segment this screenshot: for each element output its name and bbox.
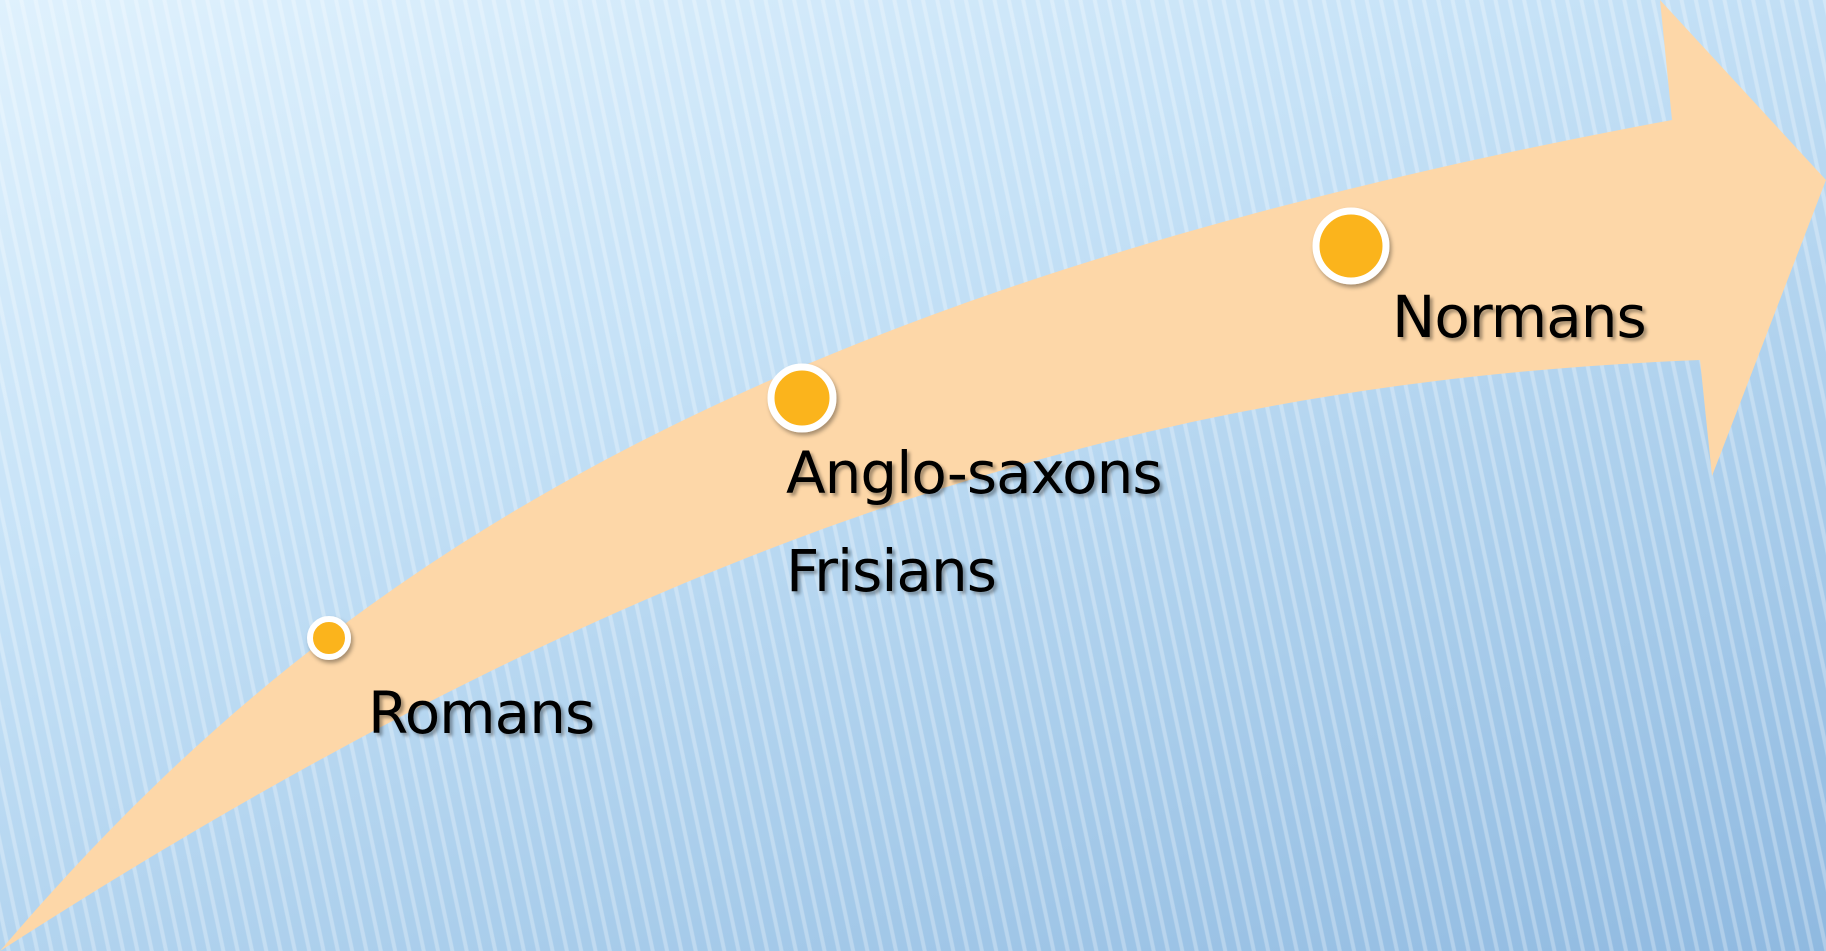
timeline-dot-romans <box>307 616 351 660</box>
label-anglo-saxons: Anglo-saxons <box>786 439 1163 507</box>
label-frisians: Frisians <box>786 537 997 605</box>
timeline-dot-normans <box>1312 207 1390 285</box>
timeline-dot-anglo-saxons <box>767 363 837 433</box>
label-normans: Normans <box>1392 283 1647 351</box>
label-romans: Romans <box>368 679 595 747</box>
